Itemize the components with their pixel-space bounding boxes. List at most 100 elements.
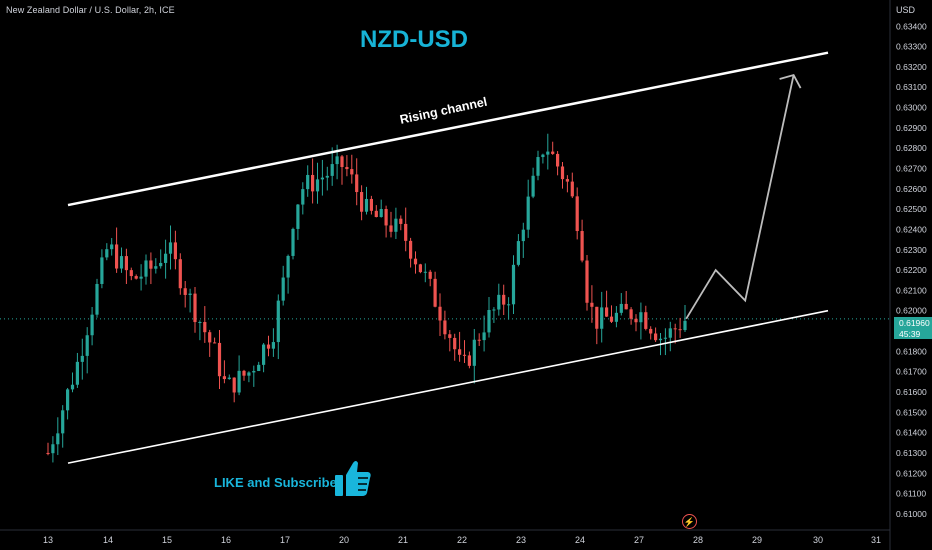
like-subscribe-text: LIKE and Subscribe (214, 475, 337, 490)
candle-body (663, 337, 667, 339)
price-tick-label: 0.61800 (896, 346, 927, 356)
time-tick-label: 17 (280, 535, 290, 545)
candle-body (271, 342, 275, 349)
price-tick-label: 0.61700 (896, 367, 927, 377)
candle-body (477, 339, 481, 341)
candle-body (325, 175, 329, 178)
candle-body (154, 266, 158, 269)
candle-body (546, 151, 550, 155)
candle-body (433, 278, 437, 307)
time-tick-label: 28 (693, 535, 703, 545)
price-tick-label: 0.62500 (896, 204, 927, 214)
candle-body (644, 312, 648, 329)
projection-arrow[interactable] (685, 74, 795, 320)
time-tick-label: 16 (221, 535, 231, 545)
candle-body (609, 316, 614, 322)
lightning-icon[interactable]: ⚡ (682, 514, 697, 529)
price-tick-label: 0.62700 (896, 163, 927, 173)
candle-body (565, 179, 569, 182)
candle-body (502, 294, 506, 305)
candle-body (291, 228, 295, 256)
candle-body (75, 361, 79, 385)
chart-title: NZD-USD (360, 26, 468, 53)
candle-body (119, 256, 124, 269)
candle-body (394, 218, 398, 232)
candle-body (683, 320, 687, 331)
time-tick-label: 31 (871, 535, 881, 545)
candle-body (580, 231, 584, 261)
candle-body (173, 242, 177, 260)
price-axis[interactable]: 0.63400 0.63300 0.63200 0.63100 0.63000 0.629… (896, 21, 927, 519)
candle-body (560, 166, 565, 180)
time-axis[interactable]: 13 14 15 16 17 20 21 22 23 24 27 28 29 30 31 (0, 0, 891, 550)
candle-body (423, 271, 427, 273)
candle-body (629, 309, 633, 319)
candle-body (306, 174, 310, 190)
candle-body (526, 196, 530, 230)
candle-body (164, 253, 168, 263)
candle-body (360, 192, 364, 212)
candle-body (340, 156, 344, 168)
candle-body (443, 320, 447, 335)
candle-body (438, 306, 442, 321)
candle-body (595, 306, 599, 329)
candle-body (213, 342, 217, 344)
candle-body (355, 174, 359, 193)
candle-body (605, 307, 609, 317)
candle-body (311, 174, 315, 192)
candle-body (276, 300, 280, 343)
candle-body (139, 276, 143, 279)
bar-countdown: 45:39 (899, 328, 921, 339)
channel-lower-line[interactable] (67, 309, 829, 464)
candle-body (315, 179, 320, 192)
candle-body (66, 389, 70, 411)
candle-body (350, 169, 354, 175)
time-tick-label: 29 (752, 535, 762, 545)
time-tick-label: 23 (516, 535, 526, 545)
candle-body (183, 288, 187, 295)
candle-body (418, 264, 422, 273)
candle-body (404, 223, 408, 241)
candle-body (521, 229, 525, 242)
symbol-title[interactable]: New Zealand Dollar / U.S. Dollar, 2h, IC… (6, 5, 175, 15)
candle-body (168, 242, 173, 254)
time-tick-label: 30 (813, 535, 823, 545)
candle-body (320, 177, 324, 180)
candle-body (448, 334, 452, 338)
candle-body (149, 260, 153, 269)
candle-body (639, 312, 643, 323)
price-tick-label: 0.62400 (896, 224, 927, 234)
time-tick-label: 15 (162, 535, 172, 545)
candle-body (134, 276, 138, 279)
candle-body (590, 302, 594, 307)
candle-body (46, 452, 50, 454)
candle-body (330, 164, 334, 176)
candle-body (472, 339, 476, 366)
candle-body (203, 322, 207, 333)
candle-body (188, 293, 192, 295)
channel-upper-line[interactable] (67, 51, 829, 207)
price-value: 0.61960 (899, 318, 930, 328)
candle-body (654, 333, 658, 341)
candle-body (453, 337, 457, 350)
candle-body (649, 328, 653, 334)
candle-body (95, 283, 99, 315)
candle-body (467, 355, 471, 366)
candle-body (556, 153, 560, 167)
candle-body (458, 349, 462, 355)
candle-body (585, 260, 589, 303)
candle-body (144, 260, 148, 277)
candle-body (198, 322, 202, 324)
thumbs-up-icon (335, 461, 371, 496)
candle-body (634, 318, 638, 323)
candle-body (266, 344, 271, 349)
price-tick-label: 0.63300 (896, 42, 927, 52)
price-tick-label: 0.63000 (896, 103, 927, 113)
candle-body (51, 444, 55, 454)
price-tick-label: 0.63100 (896, 82, 927, 92)
price-badge[interactable]: 0.61960 45:39 (894, 317, 932, 339)
candle-body (335, 156, 339, 165)
candle-body (345, 167, 349, 170)
candle-body (413, 258, 418, 265)
